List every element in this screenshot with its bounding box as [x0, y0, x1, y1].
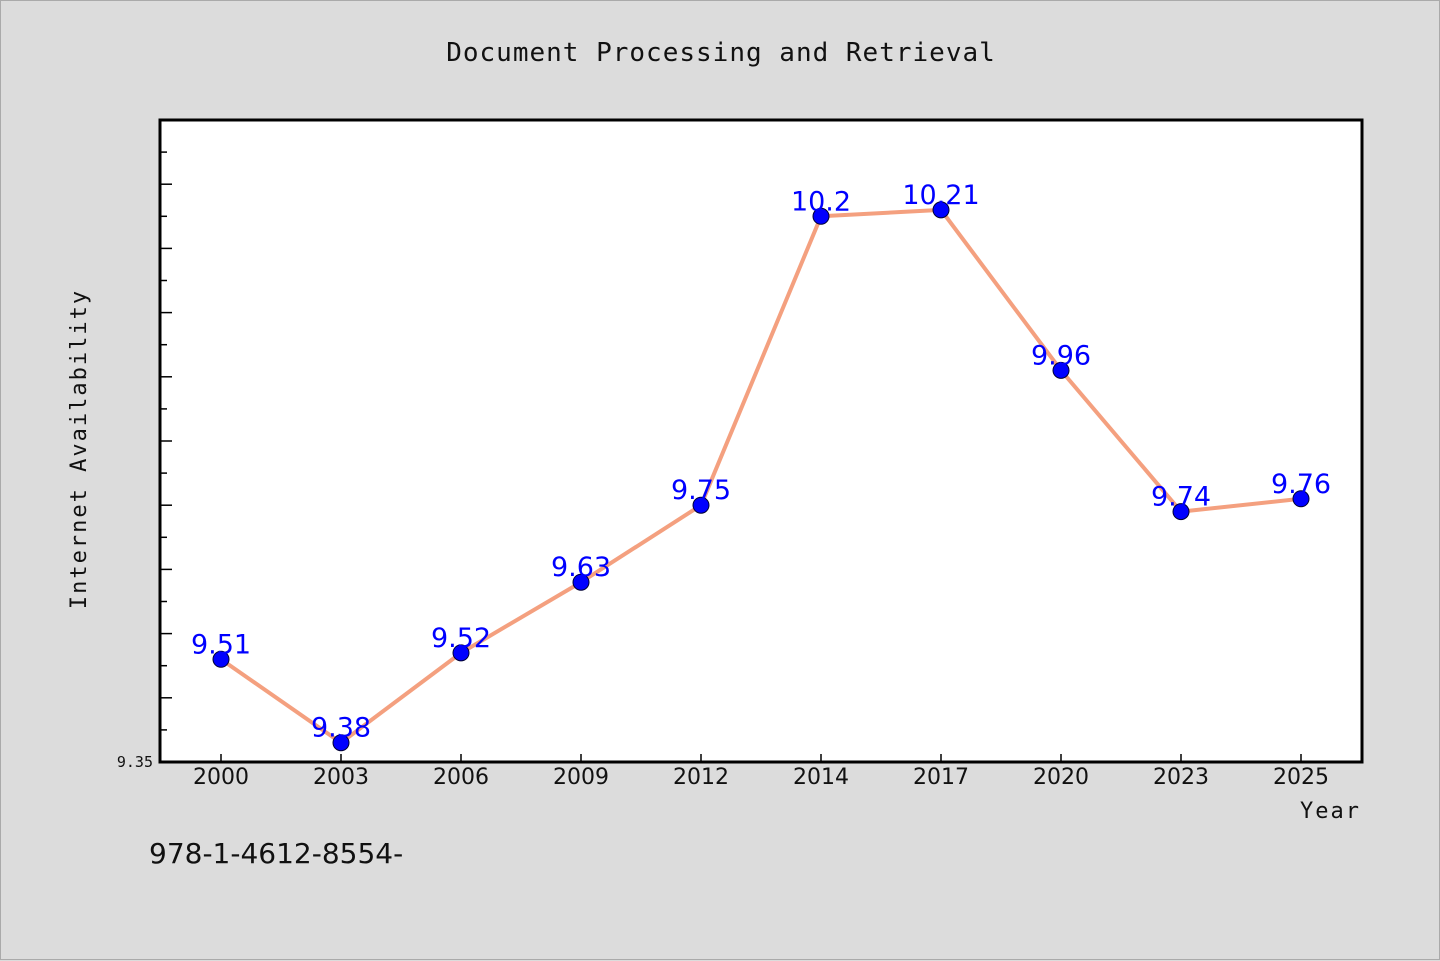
data-point-marker: [692, 496, 710, 514]
data-label: 9.63: [551, 552, 611, 583]
data-point-marker: [1292, 490, 1310, 508]
x-tick-label: 2003: [313, 765, 369, 790]
y-tick-label-min: 9.35: [117, 753, 153, 771]
chart-title: Document Processing and Retrieval: [446, 38, 996, 68]
x-axis-label: Year: [1300, 799, 1361, 824]
data-point-marker: [572, 573, 590, 591]
data-point-marker: [452, 644, 470, 662]
y-axis-label: Internet Availability: [67, 289, 92, 609]
data-label: 9.51: [191, 629, 251, 660]
x-axis-ticks: [220, 754, 1302, 762]
series-line: [219, 207, 1302, 745]
data-label: 9.76: [1271, 469, 1331, 500]
data-point-marker: [212, 650, 230, 668]
data-point-marker: [332, 734, 350, 752]
x-tick-labels: 2000 2003 2006 2009 2012 2014 2017 2020 2023 2025: [193, 765, 1329, 790]
data-label: 9.75: [671, 475, 731, 506]
data-point-marker: [812, 207, 830, 225]
data-labels: 9.51 9.38 9.52 9.63 9.75 10.2 10.21 9.96 9.74 9.7…: [191, 180, 1331, 744]
data-label: 9.52: [431, 623, 491, 654]
footnote-isbn: 978-1-4612-8554-: [149, 837, 403, 870]
data-point-marker: [1052, 361, 1070, 379]
x-tick-label: 2009: [553, 765, 609, 790]
data-label: 9.96: [1031, 340, 1091, 371]
data-label: 10.21: [902, 180, 979, 211]
x-tick-label: 2000: [193, 765, 249, 790]
x-tick-label: 2023: [1153, 765, 1209, 790]
y-axis-ticks: [160, 119, 172, 731]
x-tick-label: 2025: [1273, 765, 1329, 790]
x-tick-label: 2014: [793, 765, 849, 790]
data-label: 9.38: [311, 713, 371, 744]
data-label: 9.74: [1151, 482, 1211, 513]
x-tick-label: 2020: [1033, 765, 1089, 790]
data-point-marker: [932, 201, 950, 219]
x-tick-label: 2006: [433, 765, 489, 790]
plot-area: [158, 118, 1364, 764]
data-point-marker: [1172, 503, 1190, 521]
data-markers: [212, 201, 1310, 752]
x-tick-label: 2017: [913, 765, 969, 790]
data-label: 10.2: [791, 186, 851, 217]
x-tick-label: 2012: [673, 765, 729, 790]
